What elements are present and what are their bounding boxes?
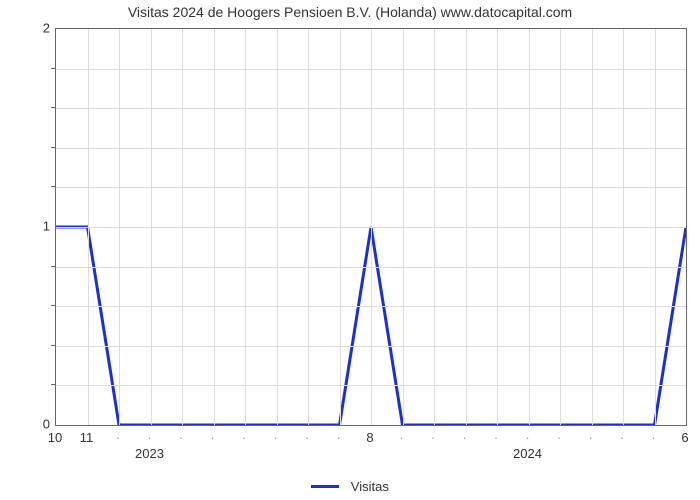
y-minor-tick: [51, 68, 55, 69]
gridline-horizontal: [56, 187, 686, 188]
x-tick-label: 8: [366, 430, 373, 445]
x-minor-tick: ·: [494, 430, 498, 445]
x-minor-tick: ·: [620, 430, 624, 445]
x-minor-tick: ·: [242, 430, 246, 445]
gridline-horizontal: [56, 267, 686, 268]
gridline-horizontal: [56, 69, 686, 70]
chart-container: Visitas 2024 de Hoogers Pensioen B.V. (H…: [0, 0, 700, 500]
x-minor-tick: ·: [651, 430, 655, 445]
y-minor-tick: [51, 266, 55, 267]
x-minor-tick: ·: [557, 430, 561, 445]
plot-area: [55, 28, 687, 426]
gridline-horizontal: [56, 108, 686, 109]
y-minor-tick: [51, 345, 55, 346]
x-minor-tick: ·: [273, 430, 277, 445]
chart-title: Visitas 2024 de Hoogers Pensioen B.V. (H…: [0, 4, 700, 20]
x-minor-tick: ·: [210, 430, 214, 445]
y-minor-tick: [51, 305, 55, 306]
gridline-horizontal: [56, 148, 686, 149]
gridline-horizontal: [56, 227, 686, 228]
gridline-horizontal: [56, 346, 686, 347]
y-minor-tick: [51, 186, 55, 187]
y-tick-label: 2: [20, 21, 50, 36]
x-minor-tick: ·: [336, 430, 340, 445]
x-minor-tick: ·: [179, 430, 183, 445]
gridline-horizontal: [56, 306, 686, 307]
x-minor-tick: ·: [147, 430, 151, 445]
x-tick-label: 10: [48, 430, 62, 445]
y-tick-label: 0: [20, 417, 50, 432]
x-minor-tick: ·: [588, 430, 592, 445]
x-minor-tick: ·: [305, 430, 309, 445]
x-year-label: 2024: [513, 446, 542, 461]
x-minor-tick: ·: [525, 430, 529, 445]
x-tick-label: 6: [681, 430, 688, 445]
legend-swatch: [311, 485, 339, 488]
y-tick-label: 1: [20, 219, 50, 234]
y-minor-tick: [51, 384, 55, 385]
x-minor-tick: ·: [431, 430, 435, 445]
x-year-label: 2023: [135, 446, 164, 461]
y-minor-tick: [51, 147, 55, 148]
legend: Visitas: [0, 478, 700, 494]
x-minor-tick: ·: [462, 430, 466, 445]
y-minor-tick: [51, 107, 55, 108]
x-minor-tick: ·: [116, 430, 120, 445]
x-minor-tick: ·: [399, 430, 403, 445]
legend-label: Visitas: [351, 479, 389, 494]
gridline-horizontal: [56, 385, 686, 386]
x-tick-label: 11: [80, 430, 94, 445]
